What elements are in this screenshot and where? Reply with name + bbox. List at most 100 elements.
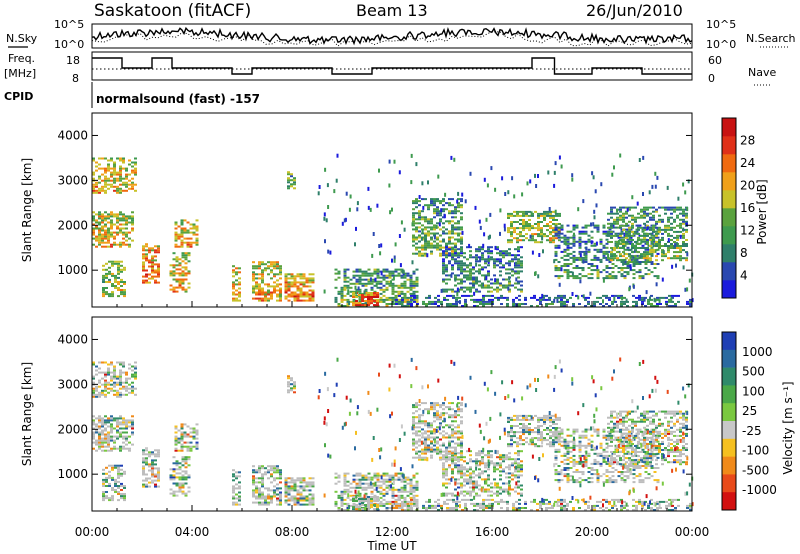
velocity-cell xyxy=(175,490,179,493)
power-cell xyxy=(451,242,454,245)
velocity-cell xyxy=(111,497,114,500)
power-cell xyxy=(172,266,176,269)
power-cell xyxy=(403,274,407,277)
power-cell xyxy=(299,281,303,284)
velocity-cell xyxy=(154,453,157,456)
velocity-cell xyxy=(478,494,481,497)
power-cell xyxy=(466,266,469,269)
velocity-cell xyxy=(110,447,113,450)
power-cell xyxy=(409,300,413,303)
power-cell xyxy=(317,191,320,196)
velocity-cell xyxy=(125,379,128,382)
power-cell xyxy=(290,295,294,298)
velocity-cell xyxy=(107,373,110,376)
velocity-cell xyxy=(104,383,107,386)
velocity-cell xyxy=(487,454,490,457)
power-cell xyxy=(619,239,622,241)
power-cell xyxy=(172,286,176,289)
power-cell xyxy=(376,274,380,277)
power-cell xyxy=(638,263,642,265)
velocity-cell xyxy=(436,426,439,429)
velocity-cell xyxy=(496,486,499,489)
power-cell xyxy=(412,228,415,231)
power-cell xyxy=(337,303,341,305)
velocity-cell xyxy=(104,423,107,426)
power-cell xyxy=(647,300,650,303)
velocity-cell xyxy=(349,494,353,497)
power-cell xyxy=(116,157,119,160)
velocity-cell xyxy=(238,481,241,484)
power-cell xyxy=(110,173,113,176)
power-cell xyxy=(445,228,448,231)
power-cell xyxy=(192,231,196,234)
velocity-cell xyxy=(481,458,484,461)
velocity-cell xyxy=(448,478,451,481)
power-cell xyxy=(355,296,358,298)
power-cell xyxy=(670,216,673,219)
velocity-cell xyxy=(172,482,176,485)
power-cell xyxy=(104,169,107,172)
power-cell xyxy=(401,296,404,299)
power-cell xyxy=(487,235,490,240)
velocity-cell xyxy=(499,470,502,473)
velocity-cell xyxy=(424,408,427,411)
velocity-cell xyxy=(128,441,131,444)
velocity-cell xyxy=(454,414,457,417)
velocity-cell xyxy=(116,417,119,420)
power-cell xyxy=(560,164,563,169)
power-cell xyxy=(125,183,128,186)
velocity-cell xyxy=(442,436,445,439)
velocity-cell xyxy=(352,486,356,489)
velocity-cell xyxy=(454,466,457,469)
power-cell xyxy=(370,282,374,285)
power-cell xyxy=(610,210,613,213)
velocity-cell xyxy=(460,444,463,447)
velocity-cell xyxy=(448,450,451,453)
velocity-cell xyxy=(337,494,341,497)
power-cell xyxy=(352,302,355,305)
velocity-cell xyxy=(403,502,407,505)
power-cell xyxy=(546,212,549,215)
power-cell xyxy=(293,275,297,278)
power-cell xyxy=(560,265,564,267)
velocity-cell xyxy=(469,472,472,475)
velocity-cell xyxy=(397,502,401,505)
power-cell xyxy=(631,239,634,241)
power-cell xyxy=(674,243,677,248)
power-cell xyxy=(520,262,523,265)
power-cell xyxy=(142,255,145,258)
power-cell xyxy=(650,246,654,249)
power-cell xyxy=(376,282,380,285)
power-cell xyxy=(111,293,114,296)
power-cell xyxy=(142,281,145,284)
power-cell xyxy=(122,223,125,226)
velocity-cell xyxy=(128,449,131,452)
power-cell xyxy=(105,272,108,275)
velocity-cell xyxy=(174,437,178,440)
velocity-cell xyxy=(466,468,469,471)
power-cell xyxy=(593,209,596,214)
power-cell xyxy=(472,282,475,285)
velocity-cell xyxy=(195,447,199,450)
velocity-cell xyxy=(101,361,104,364)
velocity-cell xyxy=(98,367,101,370)
power-cell xyxy=(104,189,107,192)
power-cell xyxy=(502,254,505,257)
power-cell xyxy=(631,218,634,221)
power-cell xyxy=(412,202,415,205)
velocity-cell xyxy=(122,437,125,440)
velocity-cell xyxy=(154,473,157,476)
velocity-cell xyxy=(122,371,125,374)
power-cell xyxy=(614,226,618,229)
power-cell xyxy=(409,284,413,287)
power-cell xyxy=(415,300,419,303)
velocity-cell xyxy=(418,458,421,461)
power-cell xyxy=(626,207,629,212)
velocity-cell xyxy=(114,482,117,485)
power-cell xyxy=(572,242,576,245)
velocity-cell xyxy=(299,499,303,502)
power-cell xyxy=(451,230,454,233)
power-cell xyxy=(685,239,688,241)
power-cell xyxy=(151,259,154,262)
power-cell xyxy=(514,286,517,289)
